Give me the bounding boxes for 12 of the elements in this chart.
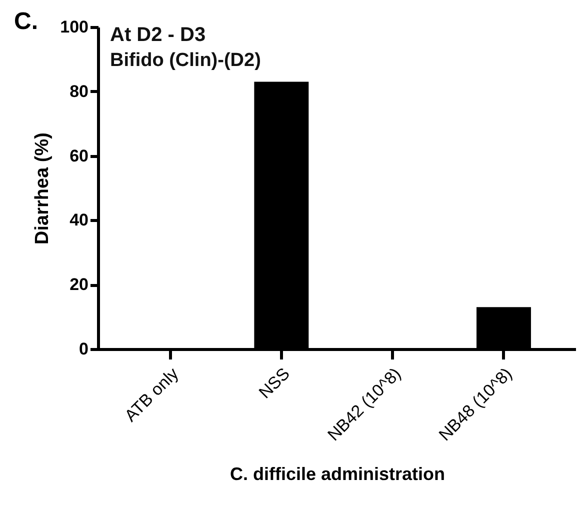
y-tick-label: 100 <box>60 18 88 36</box>
y-axis-title: Diarrhea (%) <box>32 132 54 244</box>
y-tick-label: 0 <box>79 340 88 358</box>
text: C. <box>14 8 38 36</box>
y-tick-label: 80 <box>70 82 88 101</box>
y-tick-label: 40 <box>70 210 88 230</box>
x-tick-label: ATB only <box>120 364 183 426</box>
text: Bifido (Clin)-(D2) <box>110 50 261 71</box>
chart-title: At D2 - D3 <box>110 24 206 46</box>
x-axis-title: C. difficile administration <box>230 464 446 484</box>
y-tick-label: 20 <box>70 275 88 294</box>
y-tick-label: 60 <box>70 146 88 166</box>
